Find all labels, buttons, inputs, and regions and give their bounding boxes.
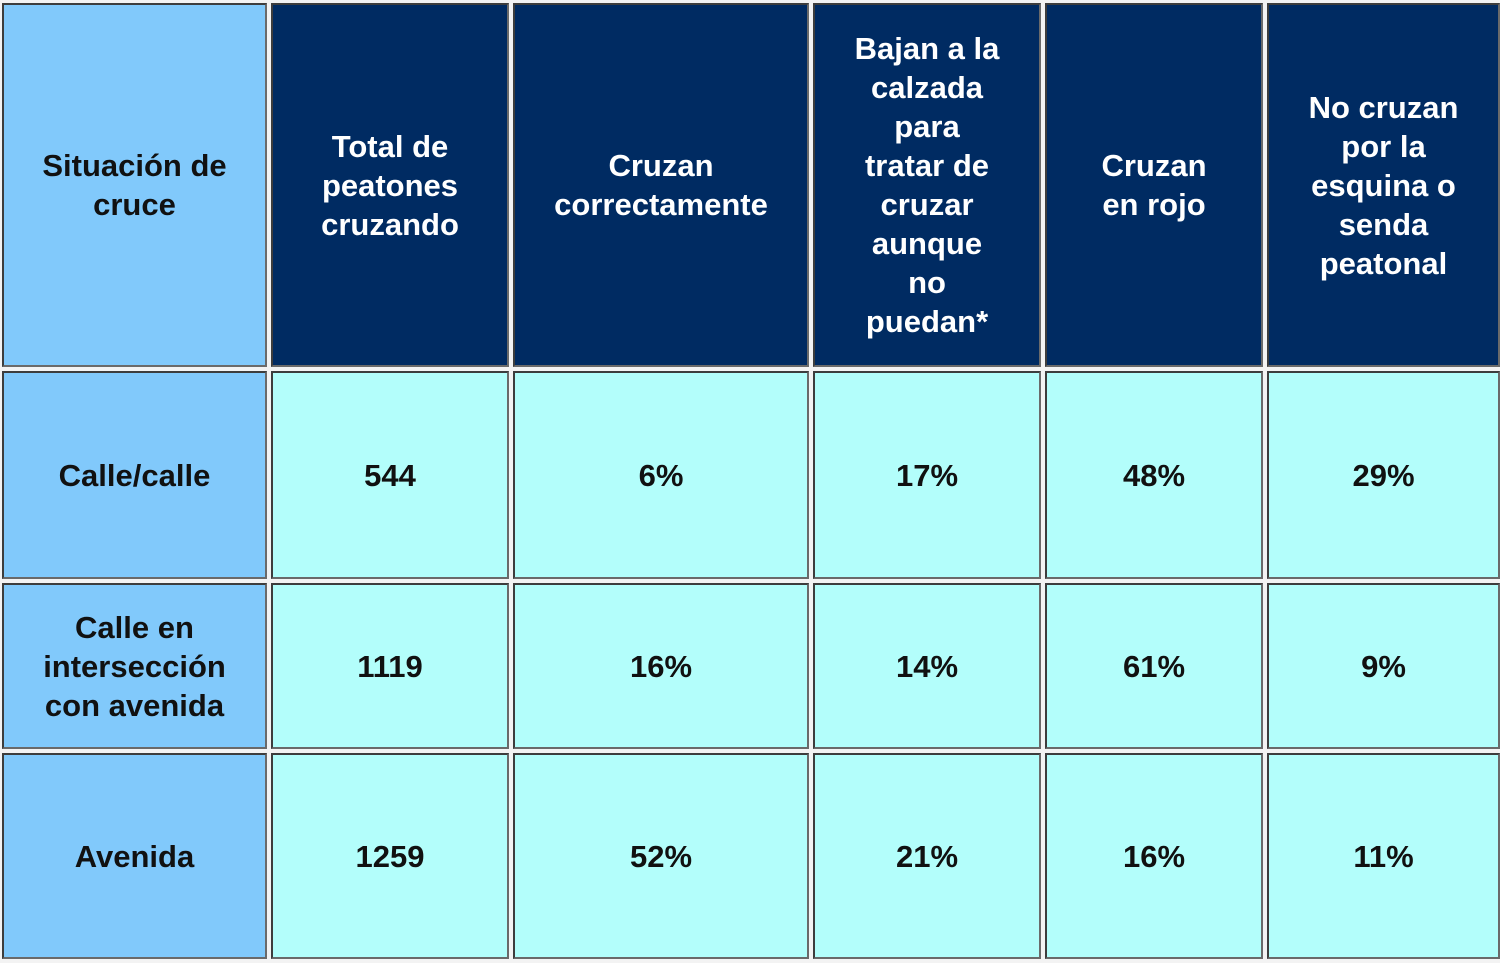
row-header-label: Calle/calle — [58, 457, 211, 493]
row-header-avenida: Avenida — [2, 753, 267, 959]
column-header-cross-correctly: Cruzan correctamente — [513, 3, 809, 367]
row-header-label: Calle en intersección con avenida — [43, 609, 226, 723]
cell-total: 544 — [271, 371, 509, 579]
column-header-label: Cruzan correctamente — [554, 148, 768, 222]
row-header-calle-interseccion-avenida: Calle en intersección con avenida — [2, 583, 267, 749]
column-header-cross-on-red: Cruzan en rojo — [1045, 3, 1263, 367]
table-row: Calle/calle 544 6% 17% 48% 29% — [2, 371, 1500, 579]
row-header-label: Avenida — [74, 838, 195, 874]
cell-step-into-road: 17% — [813, 371, 1041, 579]
cell-step-into-road: 21% — [813, 753, 1041, 959]
column-header-total-pedestrians: Total de peatones cruzando — [271, 3, 509, 367]
column-header-step-into-road: Bajan a la calzada para tratar de cruzar… — [813, 3, 1041, 367]
cell-cross-correctly: 16% — [513, 583, 809, 749]
table-row: Avenida 1259 52% 21% 16% 11% — [2, 753, 1500, 959]
cell-step-into-road: 14% — [813, 583, 1041, 749]
cell-not-at-crosswalk: 11% — [1267, 753, 1500, 959]
column-header-not-at-crosswalk: No cruzan por la esquina o senda peatona… — [1267, 3, 1500, 367]
column-header-label: Total de peatones cruzando — [321, 128, 459, 242]
column-header-label: No cruzan por la esquina o senda peatona… — [1308, 89, 1459, 281]
header-row: Situación de cruce Total de peatones cru… — [2, 3, 1500, 367]
cell-cross-on-red: 61% — [1045, 583, 1263, 749]
cell-cross-correctly: 6% — [513, 371, 809, 579]
row-header-calle-calle: Calle/calle — [2, 371, 267, 579]
cell-cross-on-red: 16% — [1045, 753, 1263, 959]
corner-header-cell: Situación de cruce — [2, 3, 267, 367]
corner-header-label: Situación de cruce — [42, 148, 227, 222]
cell-cross-on-red: 48% — [1045, 371, 1263, 579]
column-header-label: Cruzan en rojo — [1101, 148, 1207, 222]
cell-not-at-crosswalk: 29% — [1267, 371, 1500, 579]
cell-not-at-crosswalk: 9% — [1267, 583, 1500, 749]
column-header-label: Bajan a la calzada para tratar de cruzar… — [854, 31, 1000, 339]
cell-total: 1259 — [271, 753, 509, 959]
cell-total: 1119 — [271, 583, 509, 749]
table-row: Calle en intersección con avenida 1119 1… — [2, 583, 1500, 749]
cell-cross-correctly: 52% — [513, 753, 809, 959]
